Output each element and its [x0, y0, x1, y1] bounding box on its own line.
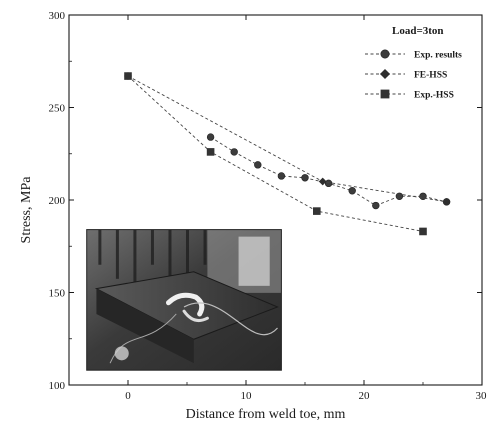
- y-tick-label: 300: [49, 10, 66, 22]
- inset-weld-photo: [86, 229, 282, 371]
- legend-label: Exp. results: [414, 51, 462, 61]
- data-point-exp-results: [230, 148, 238, 156]
- series-line-exp-results: [210, 136, 447, 207]
- legend: Load=3ton Exp. results FE-HSS Exp.-HSS: [365, 25, 462, 101]
- legend-label: FE-HSS: [414, 71, 447, 81]
- series-line-fe-hss: [127, 75, 447, 203]
- y-tick-label: 100: [49, 380, 66, 392]
- data-point-exp-hss: [206, 148, 215, 156]
- data-point-exp-results: [206, 133, 215, 141]
- legend-title: Load=3ton: [392, 25, 444, 37]
- legend-entry-exp-hss: Exp.-HSS: [365, 89, 454, 101]
- legend-entry-exp-results: Exp. results: [365, 49, 462, 61]
- y-tick-label: 250: [49, 103, 66, 115]
- data-point-exp-results: [301, 174, 309, 182]
- data-point-exp-results: [324, 179, 333, 188]
- y-axis-title: Stress, MPa: [19, 176, 34, 244]
- legend-marker-fe-hss: [379, 68, 391, 80]
- data-point-exp-hss: [124, 72, 132, 80]
- data-point-fe-hss: [318, 177, 327, 186]
- x-tick-label: 30: [476, 390, 487, 402]
- data-point-exp-results: [254, 161, 262, 169]
- data-point-fe-hss: [442, 197, 451, 206]
- legend-marker-exp-results: [380, 49, 390, 59]
- series-exp-hss: [124, 72, 427, 236]
- series-line-exp-hss: [127, 75, 424, 232]
- data-point-exp-results: [372, 201, 380, 210]
- x-tick-label: 20: [359, 390, 371, 402]
- y-tick-label: 150: [49, 288, 66, 300]
- data-point-exp-results: [277, 172, 286, 180]
- data-point-exp-results: [348, 187, 356, 195]
- legend-label: Exp.-HSS: [414, 91, 454, 101]
- series-fe-hss: [124, 72, 451, 206]
- data-point-exp-hss: [313, 207, 321, 215]
- series-exp-results: [206, 133, 451, 210]
- data-point-exp-results: [395, 192, 404, 201]
- y-tick-label: 200: [49, 195, 66, 207]
- data-point-exp-hss: [419, 227, 427, 236]
- legend-entry-fe-hss: FE-HSS: [365, 68, 447, 81]
- x-tick-label: 0: [125, 390, 131, 402]
- x-tick-label: 10: [241, 390, 253, 402]
- axes: 100 150 200 250 300 0 10 20 30 Distance from weld…: [19, 10, 487, 422]
- legend-marker-exp-hss: [380, 89, 390, 99]
- x-axis-title: Distance from weld toe, mm: [186, 407, 346, 422]
- series-layer: [124, 72, 451, 236]
